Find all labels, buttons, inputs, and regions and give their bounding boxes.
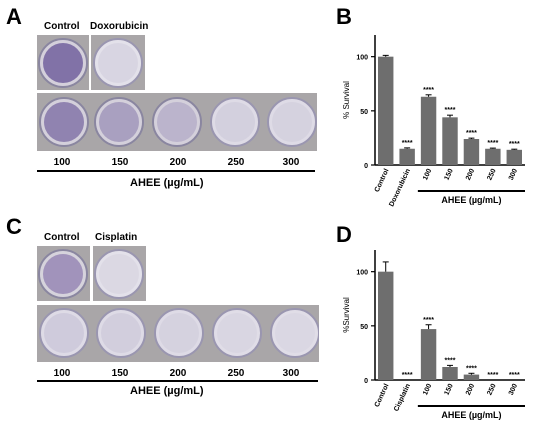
conc-c-300: 300 — [282, 368, 300, 379]
chart-d-xtick-label-3: 150 — [444, 383, 455, 397]
conc-c-150: 150 — [111, 368, 129, 379]
conc-a-200: 200 — [169, 157, 187, 168]
panel-letter-d: D — [336, 222, 352, 247]
plates-row-c — [37, 305, 320, 362]
chart-b-xtick-label-5: 250 — [486, 168, 497, 182]
cisplatin-label: Cisplatin — [95, 232, 138, 243]
underline-a — [37, 170, 315, 172]
chart-b-sig-6: **** — [509, 141, 520, 148]
chart-b-xtick-label-2: 100 — [422, 168, 433, 182]
chart-b-sig-4: **** — [466, 130, 477, 137]
conc-a-300: 300 — [282, 157, 300, 168]
chart-d-xtick-label-0: Control — [374, 383, 391, 409]
chart-d-sig-6: **** — [509, 372, 520, 379]
chart-b-bar-3 — [442, 117, 458, 165]
chart-b: 0 50 100 % Survival Control **** Doxorubicin **… — [342, 35, 525, 208]
chart-b-bar-0 — [378, 56, 394, 165]
chart-b-ytick-label-0: 0 — [364, 163, 368, 170]
panel-letter-c: C — [6, 214, 22, 239]
plate-control-c — [37, 246, 90, 301]
chart-b-ytick-label-50: 50 — [360, 109, 368, 116]
chart-d-bar-3 — [442, 367, 458, 380]
chart-b-xtick-label-3: 150 — [444, 168, 455, 182]
chart-b-xtick-label-1: Doxorubicin — [388, 168, 412, 208]
chart-d-ytick-label-0: 0 — [364, 378, 368, 385]
chart-d-sig-3: **** — [445, 357, 456, 364]
conc-a-150: 150 — [111, 157, 129, 168]
conc-c-200: 200 — [169, 368, 187, 379]
chart-d-group-label: AHEE (µg/mL) — [441, 410, 501, 420]
plate-cisplatin — [93, 246, 146, 301]
chart-d-xtick-label-4: 200 — [465, 383, 476, 397]
chart-d-xtick-label-2: 100 — [422, 383, 433, 397]
conc-c-250: 250 — [227, 368, 245, 379]
underline-c — [37, 380, 318, 382]
chart-d-bar-4 — [463, 374, 480, 380]
conc-a-250: 250 — [227, 157, 245, 168]
chart-d-xtick-label-5: 250 — [486, 383, 497, 397]
chart-d-sig-4: **** — [466, 365, 477, 372]
panel-letter-a: A — [6, 4, 22, 29]
chart-b-bar-5 — [485, 148, 501, 165]
chart-b-sig-2: **** — [423, 87, 434, 94]
chart-b-bar-4 — [463, 139, 480, 165]
control-label-c: Control — [44, 232, 80, 243]
plate-doxorubicin — [91, 35, 145, 90]
concentration-row-a: 100 150 200 250 300 — [0, 157, 550, 171]
chart-b-xtick-label-0: Control — [374, 168, 391, 194]
axis-label-c: AHEE (µg/mL) — [130, 385, 204, 397]
chart-d-ytick-label-100: 100 — [356, 270, 368, 277]
chart-d-bar-0 — [378, 271, 394, 380]
chart-b-xtick-label-4: 200 — [465, 168, 476, 182]
chart-d-ytick-label-50: 50 — [360, 324, 368, 331]
chart-b-bar-6 — [506, 149, 522, 165]
chart-b-sig-1: **** — [402, 140, 413, 147]
chart-b-sig-5: **** — [487, 140, 498, 147]
chart-b-ytick-label-100: 100 — [356, 55, 368, 62]
plates-row-a — [37, 93, 317, 151]
control-label-a: Control — [44, 21, 80, 32]
chart-d-xtick-label-6: 300 — [508, 383, 519, 397]
concentration-row-c: 100 150 200 250 300 — [0, 368, 550, 382]
chart-d-sig-5: **** — [487, 372, 498, 379]
chart-d-bar-2 — [420, 329, 437, 380]
conc-a-100: 100 — [53, 157, 71, 168]
axis-label-a: AHEE (µg/mL) — [130, 177, 204, 189]
panel-letter-b: B — [336, 4, 352, 29]
chart-b-group-label: AHEE (µg/mL) — [441, 195, 501, 205]
chart-b-xtick-label-6: 300 — [508, 168, 519, 182]
chart-d-sig-2: **** — [423, 317, 434, 324]
chart-b-ylabel: % Survival — [342, 81, 351, 119]
chart-b-bar-2 — [420, 96, 437, 165]
chart-d-xtick-label-1: Cisplatin — [393, 383, 412, 413]
chart-b-sig-3: **** — [445, 107, 456, 114]
chart-d-ylabel: %Survival — [342, 297, 351, 333]
plate-control-a — [37, 35, 89, 90]
chart-b-bar-1 — [399, 148, 415, 165]
conc-c-100: 100 — [53, 368, 71, 379]
chart-d-sig-1: **** — [402, 372, 413, 379]
chart-d: 0 50 100 %Survival Control **** Cisplatin **** 1… — [342, 250, 525, 420]
doxorubicin-label: Doxorubicin — [90, 21, 149, 32]
